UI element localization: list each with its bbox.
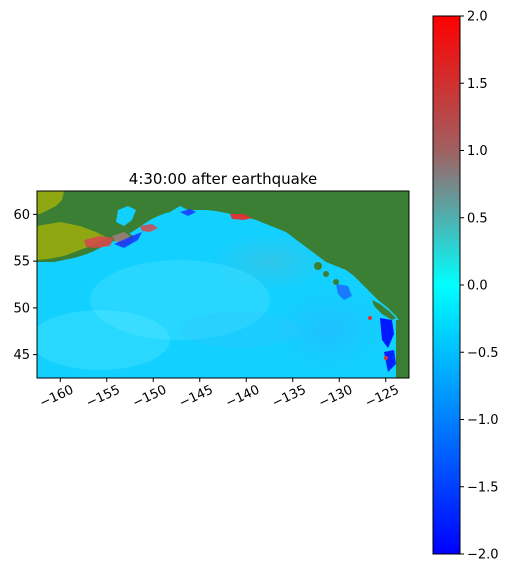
chart-title: 4:30:00 after earthquake bbox=[129, 170, 317, 188]
x-tick-label: −140 bbox=[223, 382, 262, 411]
anomaly-negative-pws bbox=[180, 209, 196, 216]
vancouver-island bbox=[372, 300, 396, 320]
anomaly-negative-kodiak bbox=[114, 232, 142, 248]
colorbar-tick-label: −0.5 bbox=[467, 346, 499, 361]
colorbar-tick-label: −2.0 bbox=[467, 548, 499, 563]
land-mass bbox=[37, 191, 409, 322]
island bbox=[333, 279, 339, 285]
ocean-swell bbox=[37, 310, 170, 370]
colorbar bbox=[432, 15, 461, 555]
anomaly-positive-bc-coast bbox=[368, 316, 372, 320]
ocean-swell bbox=[275, 290, 385, 370]
ocean-swell bbox=[90, 260, 270, 340]
colorbar-tick-label: −1.5 bbox=[467, 480, 499, 495]
anomaly-positive-yakutat bbox=[230, 214, 252, 220]
coastal-band bbox=[37, 191, 64, 214]
x-tick-label: −155 bbox=[84, 382, 123, 411]
land-mass-south bbox=[396, 320, 409, 378]
y-tick-label: 55 bbox=[13, 255, 30, 270]
y-tick-label: 60 bbox=[13, 208, 30, 223]
x-tick-label: −135 bbox=[270, 382, 309, 411]
x-tick-label: −150 bbox=[130, 382, 169, 411]
y-axis-ticks: 45 50 55 60 bbox=[13, 208, 37, 363]
inlet bbox=[170, 206, 188, 218]
anomaly-positive-alaska-peninsula bbox=[84, 236, 114, 248]
anomaly-positive-shelikof bbox=[140, 224, 158, 232]
y-tick-label: 45 bbox=[13, 348, 30, 363]
anomaly-negative-bc bbox=[336, 284, 352, 300]
x-tick-label: −130 bbox=[316, 382, 355, 411]
ocean-swell bbox=[180, 312, 300, 348]
ocean-swell bbox=[210, 234, 330, 290]
x-tick-label: −160 bbox=[37, 382, 76, 411]
colorbar-tick-label: 0.0 bbox=[467, 279, 488, 294]
x-axis-ticks: −160 −155 −150 −145 −140 −135 −130 −125 bbox=[37, 378, 402, 411]
anomaly-negative-oregon bbox=[384, 350, 396, 372]
colorbar-tick-label: 1.5 bbox=[467, 77, 488, 92]
x-tick-label: −145 bbox=[177, 382, 216, 411]
colorbar-ticks: −2.0 −1.5 −1.0 −0.5 0.0 0.5 1.0 1.5 2.0 bbox=[460, 10, 499, 563]
colorbar-tick-label: 2.0 bbox=[467, 10, 488, 25]
inlet bbox=[116, 206, 136, 226]
anomaly-negative-pnw bbox=[380, 318, 394, 348]
colorbar-tick-label: −1.0 bbox=[467, 413, 499, 428]
y-tick-label: 50 bbox=[13, 301, 30, 316]
colorbar-tick-label: 0.5 bbox=[467, 211, 488, 226]
x-tick-label: −125 bbox=[363, 382, 402, 411]
map-plot-area bbox=[37, 191, 409, 378]
island bbox=[314, 262, 322, 270]
map-frame bbox=[36, 190, 410, 379]
coastal-band bbox=[37, 222, 108, 260]
anomaly-positive-columbia bbox=[384, 356, 388, 360]
colorbar-tick-label: 1.0 bbox=[467, 144, 488, 159]
island bbox=[323, 271, 329, 277]
